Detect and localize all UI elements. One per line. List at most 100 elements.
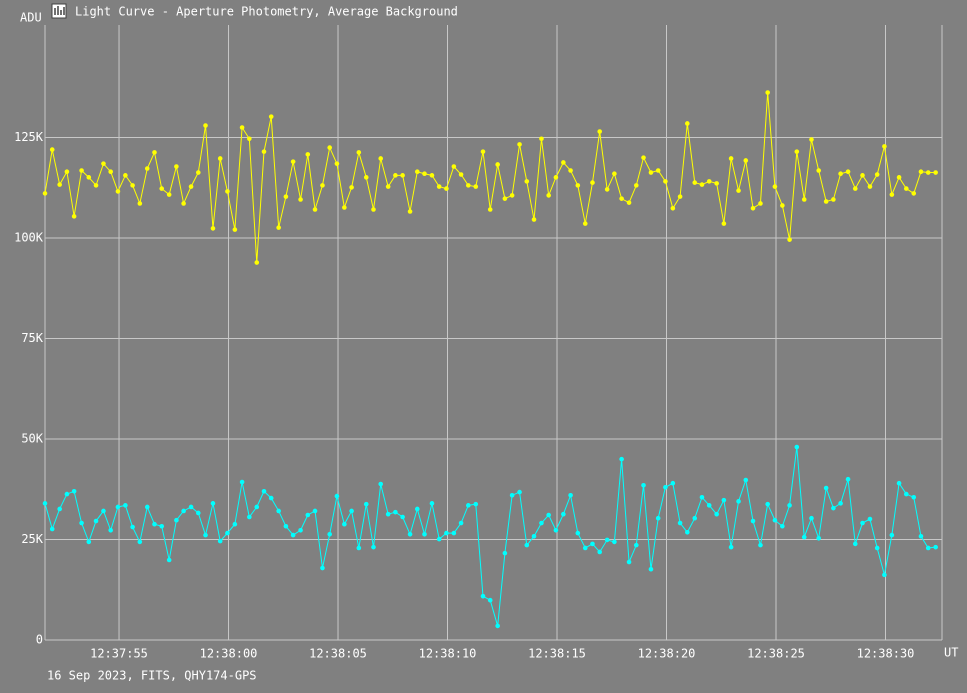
data-point bbox=[612, 539, 617, 545]
data-point bbox=[670, 480, 676, 486]
data-point bbox=[626, 200, 632, 205]
data-point bbox=[363, 501, 369, 507]
x-tick-label: 12:38:05 bbox=[309, 647, 367, 661]
data-point bbox=[290, 159, 296, 164]
title-icon bbox=[51, 3, 67, 19]
data-point bbox=[210, 501, 216, 506]
data-point bbox=[750, 205, 756, 211]
data-point bbox=[706, 179, 712, 184]
data-point bbox=[414, 506, 420, 512]
data-point bbox=[568, 492, 573, 498]
data-point bbox=[371, 207, 376, 212]
data-point bbox=[203, 123, 208, 128]
data-point bbox=[93, 518, 99, 524]
data-point bbox=[79, 168, 84, 173]
data-point bbox=[466, 183, 471, 188]
data-point bbox=[918, 169, 924, 175]
data-point bbox=[575, 530, 581, 536]
data-point bbox=[874, 545, 880, 551]
data-point bbox=[298, 527, 303, 533]
data-point bbox=[480, 593, 486, 599]
data-point bbox=[794, 149, 800, 154]
data-point bbox=[327, 145, 332, 150]
data-point bbox=[86, 539, 92, 545]
data-point bbox=[261, 488, 267, 494]
x-tick-label: 12:38:25 bbox=[747, 647, 805, 661]
data-point bbox=[524, 542, 530, 548]
data-point bbox=[831, 197, 836, 202]
y-tick-label: 0 bbox=[36, 633, 43, 647]
data-point bbox=[874, 172, 880, 177]
data-point bbox=[371, 544, 376, 550]
data-point bbox=[867, 516, 873, 522]
chart-title: Light Curve - Aperture Photometry, Avera… bbox=[75, 5, 458, 19]
data-point bbox=[473, 501, 479, 507]
data-point bbox=[860, 173, 865, 178]
data-point bbox=[451, 530, 457, 536]
data-point bbox=[816, 536, 822, 541]
y-axis-label: ADU bbox=[20, 11, 42, 25]
data-point bbox=[123, 503, 128, 508]
data-point bbox=[225, 530, 230, 536]
data-point bbox=[509, 492, 515, 498]
data-point bbox=[546, 512, 551, 518]
data-point bbox=[685, 121, 690, 126]
data-point bbox=[320, 183, 325, 188]
data-point bbox=[188, 184, 194, 189]
data-point bbox=[780, 523, 785, 529]
data-point bbox=[561, 511, 566, 517]
data-point bbox=[108, 169, 113, 175]
data-point bbox=[787, 237, 792, 242]
data-point bbox=[852, 541, 858, 547]
x-tick-label: 12:38:30 bbox=[857, 647, 915, 661]
y-tick-label: 25K bbox=[21, 532, 43, 546]
data-point bbox=[575, 183, 581, 188]
data-point bbox=[64, 169, 70, 175]
data-point bbox=[305, 152, 311, 157]
data-point bbox=[451, 164, 457, 169]
data-point bbox=[466, 503, 471, 508]
data-point bbox=[663, 484, 668, 490]
data-point bbox=[312, 508, 318, 514]
data-point bbox=[57, 506, 62, 512]
data-point bbox=[327, 531, 332, 537]
data-point bbox=[436, 184, 442, 189]
data-point bbox=[531, 533, 537, 539]
data-point bbox=[385, 511, 391, 517]
data-point bbox=[393, 173, 398, 178]
data-point bbox=[254, 260, 260, 265]
x-tick-label: 12:38:10 bbox=[419, 647, 477, 661]
data-point bbox=[247, 514, 252, 520]
data-point bbox=[298, 197, 303, 202]
data-point bbox=[93, 183, 99, 188]
data-point bbox=[524, 179, 530, 184]
data-point bbox=[283, 523, 289, 529]
data-point bbox=[334, 161, 340, 166]
data-point bbox=[780, 203, 785, 208]
x-tick-label: 12:38:00 bbox=[200, 647, 258, 661]
data-point bbox=[407, 209, 413, 214]
data-point bbox=[261, 149, 267, 154]
data-point bbox=[677, 520, 683, 526]
data-point bbox=[356, 150, 362, 155]
data-point bbox=[444, 530, 449, 536]
data-point bbox=[79, 520, 84, 526]
data-point bbox=[670, 205, 676, 211]
data-point bbox=[305, 512, 311, 518]
data-point bbox=[239, 125, 245, 130]
data-point bbox=[743, 158, 749, 163]
data-point bbox=[152, 150, 157, 155]
data-point bbox=[195, 170, 201, 175]
data-point bbox=[422, 171, 427, 177]
data-point bbox=[480, 149, 486, 154]
data-point bbox=[159, 186, 165, 191]
data-point bbox=[115, 504, 121, 510]
data-point bbox=[597, 129, 603, 134]
data-point bbox=[590, 180, 595, 185]
data-point bbox=[933, 544, 938, 550]
data-point bbox=[137, 539, 143, 545]
data-point bbox=[174, 164, 179, 169]
data-point bbox=[582, 545, 588, 551]
data-point bbox=[400, 514, 405, 520]
